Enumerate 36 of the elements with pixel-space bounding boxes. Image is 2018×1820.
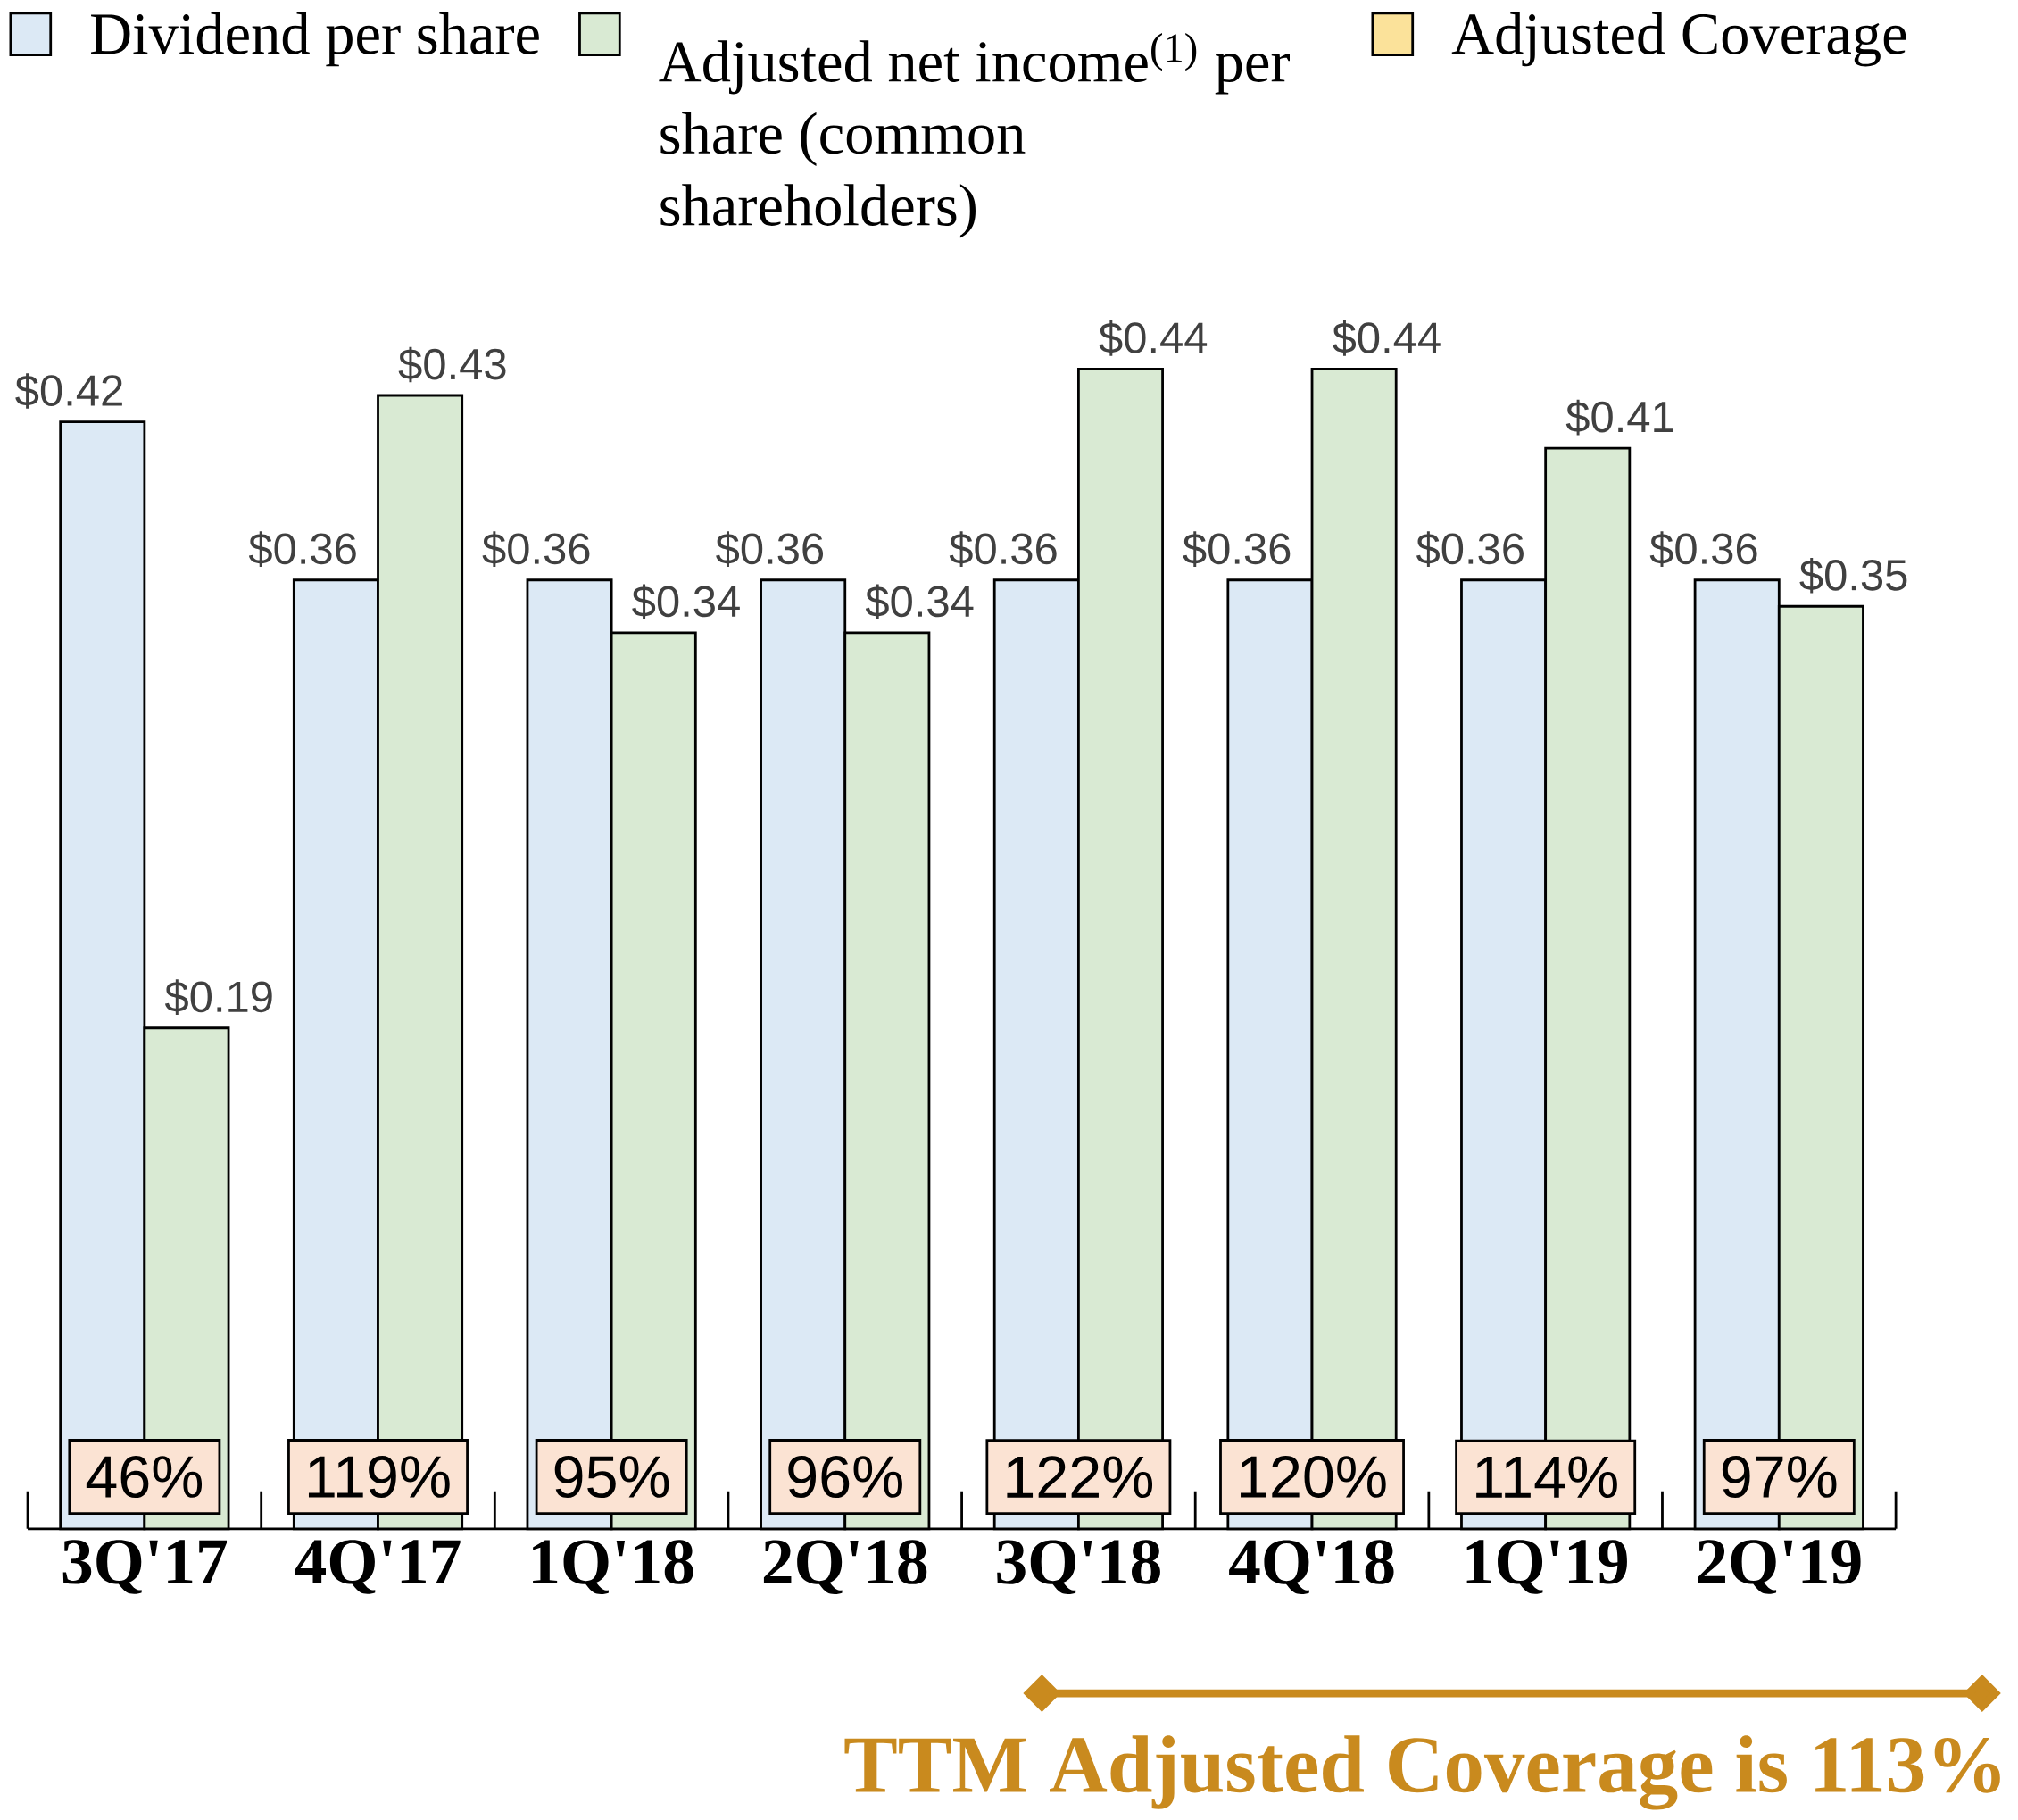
data-label: $0.42 xyxy=(15,373,122,409)
data-label: $0.36 xyxy=(716,531,824,567)
text: Adjusted net income$^{(1)}$ per share (common shareholders) xyxy=(659,33,1290,238)
text: 97% xyxy=(1722,1455,1837,1499)
data-label: $0.44 xyxy=(1333,320,1441,356)
text: 46% xyxy=(86,1455,203,1499)
legend-label: Adjusted Coverage xyxy=(1451,12,1906,67)
x-tick-label: 1Q'18 xyxy=(533,1540,693,1594)
text: 122% xyxy=(1007,1456,1153,1499)
data-label: $0.19 xyxy=(164,979,272,1015)
data-label: $0.36 xyxy=(1183,531,1291,567)
text: TTM Adjusted Coverage is 113% xyxy=(844,1735,2000,1810)
data-label: $0.43 xyxy=(398,346,506,383)
x-tick-label: 1Q'19 xyxy=(1466,1540,1627,1594)
data-label: $0.36 xyxy=(248,531,356,567)
data-label: $0.36 xyxy=(1649,531,1757,567)
legend-label: Dividend per share xyxy=(91,12,539,67)
text: 120% xyxy=(1241,1455,1386,1499)
x-tick-label: 3Q'18 xyxy=(997,1540,1160,1594)
x-tick-label: 4Q'17 xyxy=(295,1540,461,1594)
data-label: $0.36 xyxy=(482,531,590,567)
data-label: $0.34 xyxy=(632,584,740,620)
data-label: $0.36 xyxy=(1416,531,1524,567)
data-label: $0.36 xyxy=(949,531,1057,567)
data-label: $0.41 xyxy=(1565,399,1673,436)
data-label: $0.44 xyxy=(1099,320,1208,356)
x-tick-label: 3Q'17 xyxy=(62,1540,228,1594)
x-tick-label: 4Q'18 xyxy=(1229,1540,1394,1594)
text: 96% xyxy=(788,1455,902,1499)
x-tick-label: 2Q'18 xyxy=(763,1540,927,1594)
text: 119% xyxy=(308,1455,450,1499)
data-label: $0.34 xyxy=(865,584,974,620)
text: 114% xyxy=(1476,1456,1617,1499)
data-label: $0.35 xyxy=(1799,557,1907,594)
text: 95% xyxy=(554,1455,669,1499)
x-tick-label: 2Q'19 xyxy=(1698,1540,1861,1594)
